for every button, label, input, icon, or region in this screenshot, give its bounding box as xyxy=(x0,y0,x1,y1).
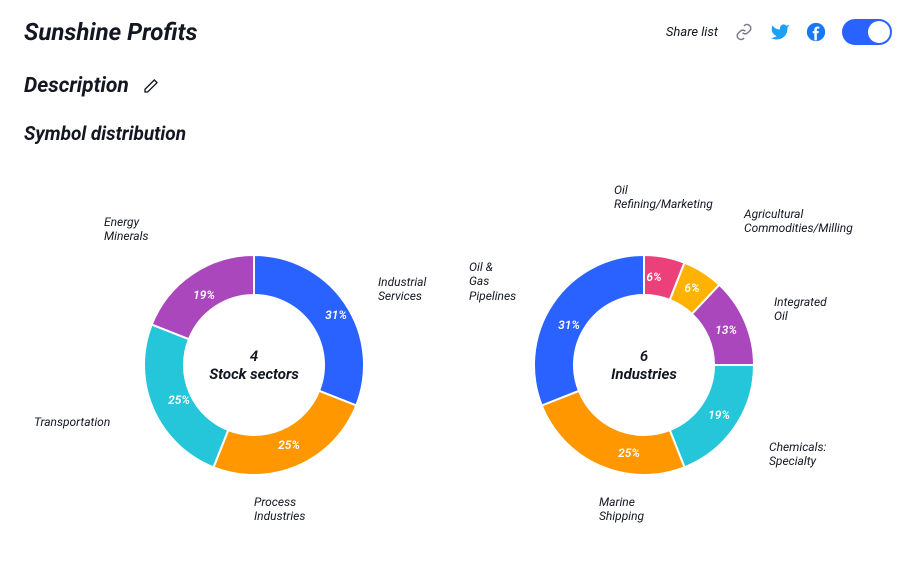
slice-label: Industrial Services xyxy=(378,275,426,304)
slice-label: Oil Refining/Marketing xyxy=(614,183,713,212)
share-toggle[interactable] xyxy=(842,19,892,45)
facebook-icon[interactable] xyxy=(806,22,826,42)
slice-label: Chemicals: Specialty xyxy=(769,440,826,469)
slice-label: Agricultural Commodities/Milling xyxy=(744,207,853,236)
slice-label: Process Industries xyxy=(254,495,305,524)
stock-sectors-chart: 4Stock sectors31%Industrial Services25%P… xyxy=(24,175,424,525)
donut-slice[interactable] xyxy=(534,255,644,405)
description-heading: Description xyxy=(24,74,129,98)
donut-slice[interactable] xyxy=(542,391,685,475)
slice-label: Transportation xyxy=(34,415,110,429)
copy-link-icon[interactable] xyxy=(734,22,754,42)
edit-icon[interactable] xyxy=(141,76,161,96)
slice-label: Integrated Oil xyxy=(774,295,827,324)
share-group: Share list xyxy=(666,19,892,45)
donut-slice[interactable] xyxy=(254,255,364,405)
slice-label: Oil & Gas Pipelines xyxy=(469,260,516,303)
donut-slice[interactable] xyxy=(144,325,228,468)
donut-slice[interactable] xyxy=(214,391,357,475)
slice-label: Energy Minerals xyxy=(104,215,148,244)
share-label: Share list xyxy=(666,25,718,40)
distribution-heading: Symbol distribution xyxy=(24,122,892,145)
twitter-icon[interactable] xyxy=(770,22,790,42)
donut-slice[interactable] xyxy=(152,255,254,339)
donut-slice[interactable] xyxy=(670,365,754,467)
industries-chart: 6Industries6%Oil Refining/Marketing6%Agr… xyxy=(464,175,864,525)
page-title: Sunshine Profits xyxy=(24,18,197,46)
slice-label: Marine Shipping xyxy=(599,495,644,524)
